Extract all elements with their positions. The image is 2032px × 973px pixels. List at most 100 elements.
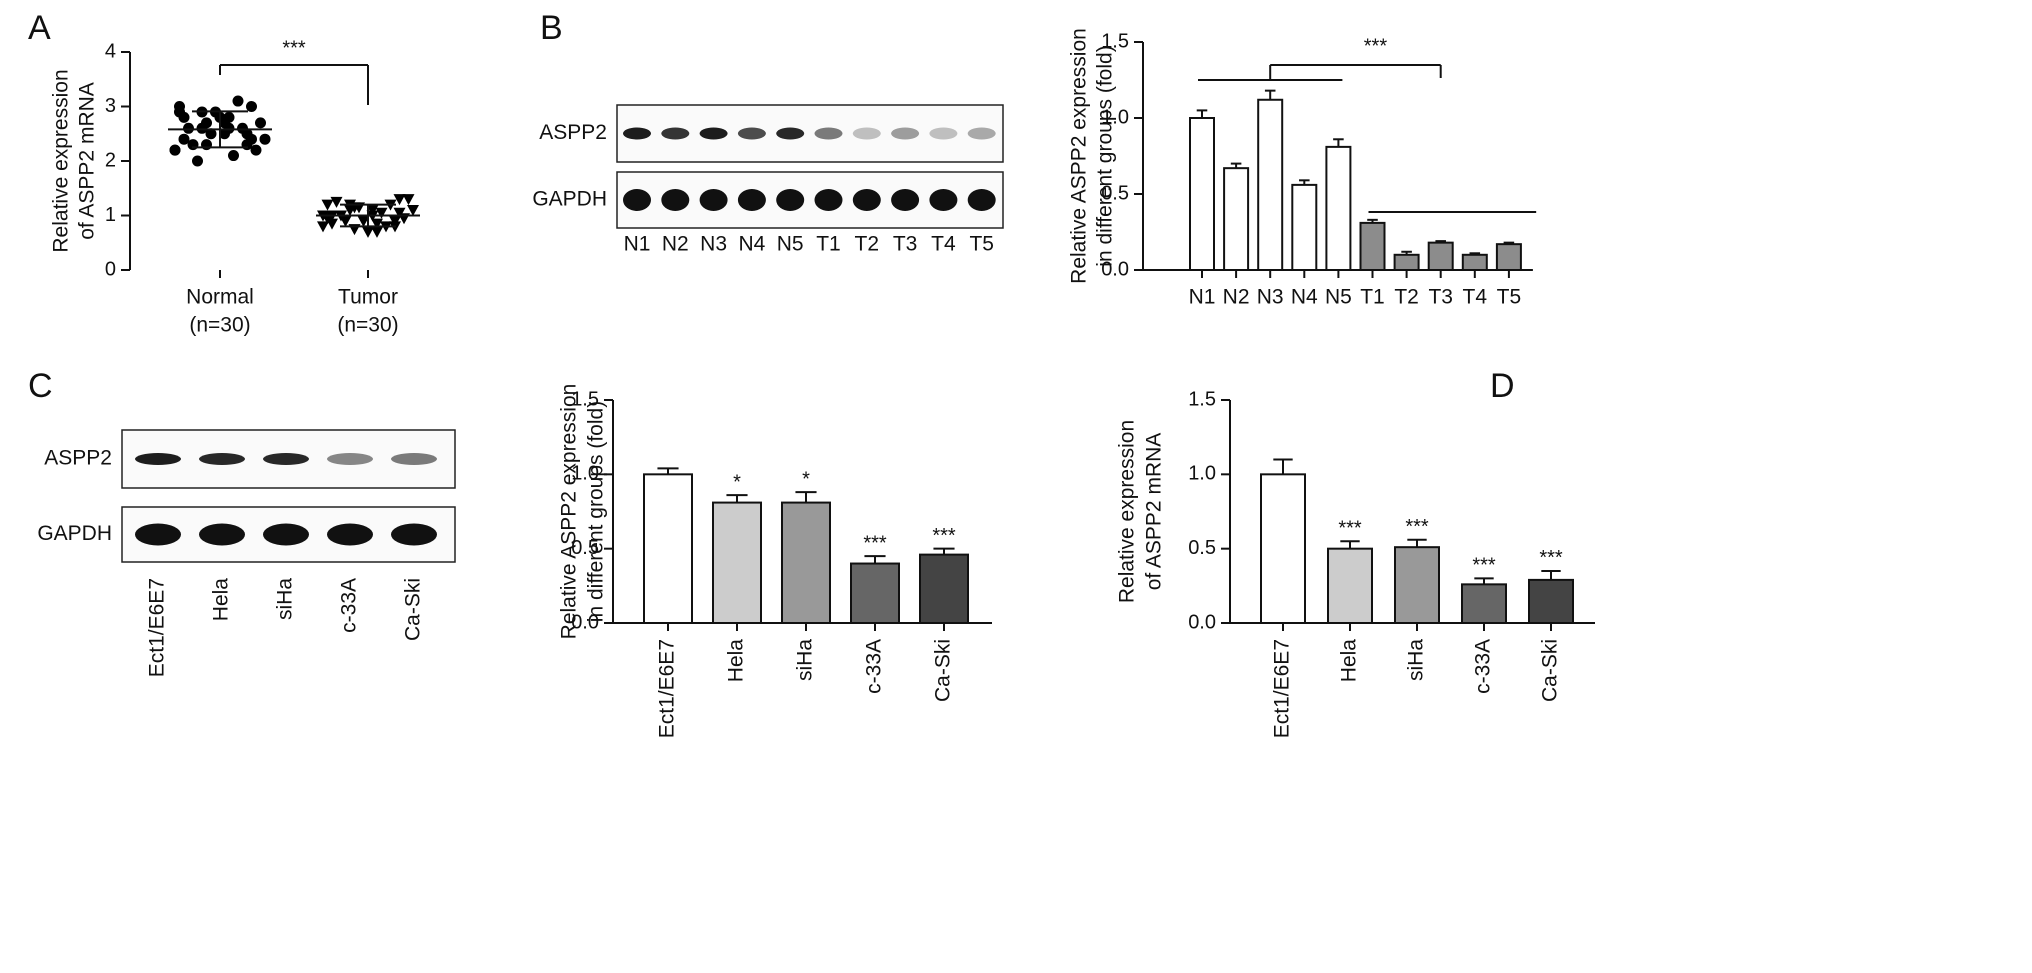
lane-label: Ect1/E6E7: [146, 578, 169, 677]
blot-band: [199, 523, 245, 546]
bar: [781, 501, 831, 624]
lane-label: T1: [816, 233, 841, 256]
significance: ***: [1364, 35, 1388, 57]
y-axis-label: in different groups (fold): [1094, 45, 1117, 266]
blot-band: [391, 523, 437, 546]
x-tick-label: N2: [1223, 286, 1250, 309]
blot-band: [135, 523, 181, 546]
blot-band: [263, 523, 309, 546]
significance: ***: [1405, 516, 1429, 538]
bar: [1427, 241, 1454, 271]
lane-label: c-33A: [338, 578, 361, 633]
bar: [712, 501, 762, 624]
data-point: [321, 199, 334, 211]
x-tick-label: Hela: [1338, 639, 1361, 683]
blot-row-label: ASPP2: [44, 447, 112, 470]
x-tick-label: siHa: [794, 639, 817, 681]
blot-band: [852, 127, 881, 140]
panel-letter: C: [28, 367, 53, 405]
bar: [1257, 98, 1284, 272]
y-tick-label: 1.5: [571, 388, 599, 410]
lane-label: T2: [855, 233, 880, 256]
blot-band: [814, 189, 843, 211]
x-tick-label: c-33A: [1472, 639, 1495, 694]
y-tick-label: 0.5: [1101, 182, 1129, 204]
x-tick-label: T1: [1360, 286, 1385, 309]
data-point: [402, 194, 415, 206]
y-tick-label: 0.0: [1188, 611, 1216, 633]
y-axis-label: in different groups (fold): [585, 401, 608, 622]
blot-band: [661, 189, 690, 211]
x-tick-label: Ca-Ski: [932, 639, 955, 702]
x-tick-label: N3: [1257, 286, 1284, 309]
data-point: [375, 207, 388, 219]
y-axis-label: Relative ASPP2 expression: [1068, 28, 1091, 284]
lane-label: T4: [931, 233, 956, 256]
x-tick-label: c-33A: [863, 639, 886, 694]
significance: ***: [932, 525, 956, 547]
x-tick-label: Hela: [725, 639, 748, 683]
y-tick-label: 1.0: [1101, 106, 1129, 128]
data-point: [371, 226, 383, 238]
data-point: [228, 150, 239, 162]
y-tick-label: 3: [105, 95, 116, 117]
blot-band: [929, 127, 958, 140]
data-point: [317, 221, 329, 233]
y-tick-label: 1: [105, 204, 116, 226]
x-tick-label: siHa: [1405, 639, 1428, 681]
blot-row-label: GAPDH: [37, 522, 112, 545]
data-point: [246, 133, 257, 145]
blot-band: [737, 189, 766, 211]
blot-band: [699, 189, 728, 211]
blot-row-label: ASPP2: [539, 121, 607, 144]
bar: [1394, 546, 1440, 624]
bar: [1461, 253, 1488, 272]
x-tick-label: N5: [1325, 286, 1352, 309]
bar: [1359, 221, 1386, 272]
data-point: [371, 218, 383, 230]
x-tick-label: Ect1/E6E7: [656, 639, 679, 738]
blot-band: [661, 127, 690, 140]
significance: ***: [282, 37, 306, 59]
data-point: [393, 207, 406, 219]
bar: [1461, 583, 1507, 625]
blot-band: [852, 189, 881, 211]
blot-band: [263, 453, 309, 465]
data-point: [232, 95, 244, 107]
bar: [1393, 253, 1420, 272]
lane-label: N1: [624, 233, 651, 256]
blot-band: [623, 127, 651, 140]
data-point: [178, 133, 190, 145]
data-point: [201, 117, 212, 129]
lane-label: T5: [969, 233, 994, 256]
y-axis-label: Relative expression: [50, 69, 73, 252]
y-tick-label: 1.0: [1188, 463, 1216, 485]
blot-band: [623, 189, 651, 211]
data-point: [205, 128, 217, 140]
bar: [850, 562, 900, 624]
x-tick-label: N1: [1189, 286, 1216, 309]
data-point: [178, 111, 190, 123]
y-tick-label: 0: [105, 258, 116, 280]
blot-band: [776, 189, 805, 211]
data-point: [330, 196, 343, 208]
lane-label: T3: [893, 233, 918, 256]
y-axis-label: Relative expression: [1116, 420, 1139, 603]
lane-label: N3: [700, 233, 727, 256]
data-point: [362, 226, 374, 238]
x-tick-note: (n=30): [189, 314, 250, 337]
x-tick-label: N4: [1291, 286, 1318, 309]
significance: ***: [863, 532, 887, 554]
data-point: [246, 101, 257, 112]
data-point: [250, 144, 262, 156]
data-point: [192, 155, 203, 167]
lane-label: N4: [738, 233, 765, 256]
blot-band: [814, 127, 843, 140]
y-tick-label: 1.0: [571, 463, 599, 485]
y-tick-label: 0.5: [571, 537, 599, 559]
data-point: [187, 139, 199, 151]
blot-band: [199, 453, 245, 465]
lane-label: Ca-Ski: [402, 578, 425, 641]
blot-band: [967, 189, 996, 211]
